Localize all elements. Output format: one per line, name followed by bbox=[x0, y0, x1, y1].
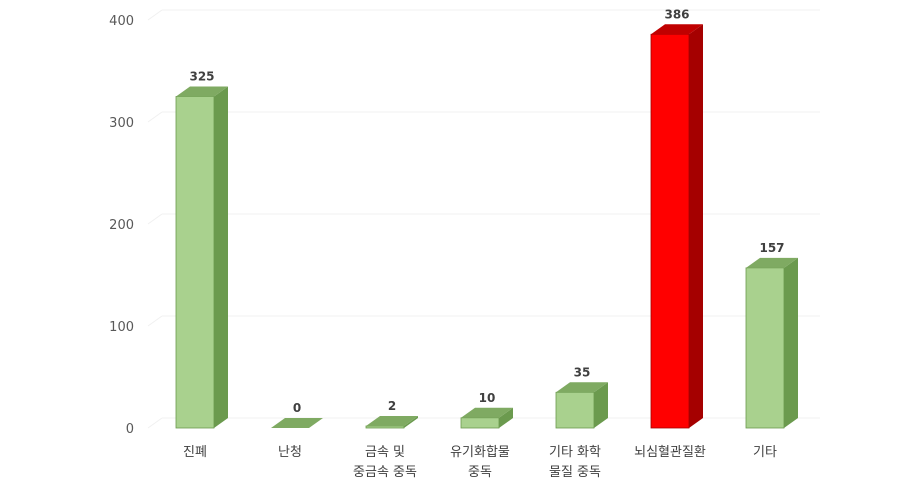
bar-top bbox=[366, 415, 418, 426]
bar-top bbox=[556, 382, 608, 393]
y-tick-label: 100 bbox=[109, 320, 134, 335]
bar-top bbox=[176, 86, 228, 97]
x-tick-label: 금속 및 bbox=[365, 445, 405, 460]
x-tick-label: 기타 화학 bbox=[549, 445, 601, 460]
y-tick-label: 200 bbox=[109, 218, 134, 233]
gridline-depth bbox=[147, 111, 163, 123]
bar-top bbox=[651, 24, 703, 35]
bar-front bbox=[555, 391, 595, 429]
x-tick-label: 뇌심혈관질환 bbox=[634, 445, 706, 460]
bar-top bbox=[271, 418, 323, 428]
bar-side bbox=[404, 415, 418, 428]
bar-front bbox=[460, 417, 500, 429]
gridline-depth bbox=[147, 9, 163, 21]
data-label: 325 bbox=[189, 70, 214, 84]
x-tick-label: 유기화합물 bbox=[450, 445, 510, 460]
gridline-depth bbox=[147, 417, 163, 429]
x-tick-label: 중금속 중독 bbox=[353, 465, 417, 480]
x-tick-label: 기타 bbox=[753, 445, 777, 460]
bar-front bbox=[650, 33, 690, 429]
bar-front bbox=[365, 425, 405, 429]
data-label: 157 bbox=[759, 241, 784, 255]
data-label: 35 bbox=[574, 365, 591, 379]
data-label: 0 bbox=[293, 401, 301, 415]
gridline-depth bbox=[147, 315, 163, 327]
bar-side bbox=[784, 257, 798, 428]
data-label: 386 bbox=[664, 7, 689, 21]
bar-front bbox=[175, 96, 215, 429]
data-label: 2 bbox=[388, 399, 396, 413]
x-tick-label: 중독 bbox=[468, 465, 492, 480]
x-tick-label: 난청 bbox=[278, 445, 302, 460]
bar-front bbox=[745, 267, 785, 429]
x-tick-label: 진폐 bbox=[183, 445, 207, 460]
bar-side bbox=[594, 382, 608, 428]
y-tick-label: 0 bbox=[126, 422, 134, 437]
bar-side bbox=[499, 407, 513, 428]
bar-top bbox=[746, 257, 798, 268]
gridline-depth bbox=[147, 213, 163, 225]
y-tick-label: 400 bbox=[109, 14, 134, 29]
x-tick-label: 물질 중독 bbox=[549, 465, 601, 480]
y-tick-label: 300 bbox=[109, 116, 134, 131]
data-label: 10 bbox=[479, 391, 496, 405]
bar-top bbox=[461, 407, 513, 418]
bar-side bbox=[689, 24, 703, 429]
bar-side bbox=[214, 86, 228, 428]
